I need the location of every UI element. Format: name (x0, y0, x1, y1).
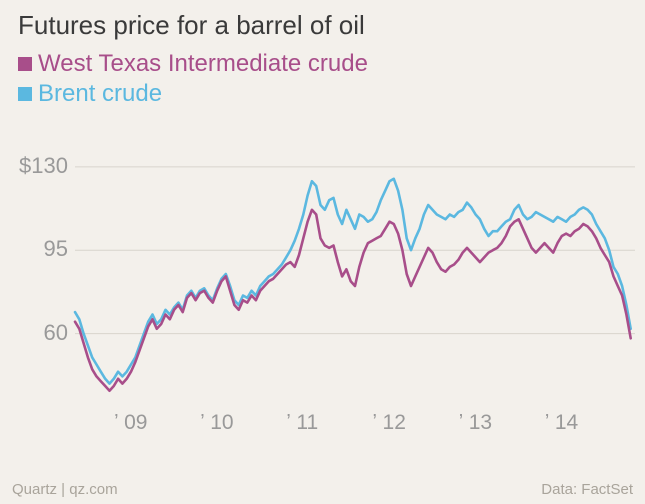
y-tick-label: $130 (8, 153, 68, 179)
legend-swatch-wti (18, 57, 32, 71)
x-tick-mark: ’ (200, 411, 204, 434)
x-tick-mark: ’ (459, 411, 463, 434)
x-tick-mark: ’ (373, 411, 377, 434)
legend-label-brent: Brent crude (38, 80, 162, 108)
x-tick-label: 09 (124, 411, 147, 435)
chart-title: Futures price for a barrel of oil (18, 10, 365, 41)
plot-area: 60 95 $130 ’ 09 ’ 10 ’ 11 ’ 12 ’ 13 ’ 14 (0, 155, 645, 455)
x-tick-mark: ’ (114, 411, 118, 434)
y-tick-label: 60 (8, 320, 68, 346)
x-tick-label: 11 (296, 411, 318, 435)
x-tick-label: 10 (210, 411, 233, 435)
footer-source: Quartz | qz.com (12, 481, 118, 498)
y-tick-label: 95 (8, 236, 68, 262)
x-tick-mark: ’ (286, 411, 290, 434)
x-tick-label: 12 (383, 411, 406, 435)
legend-label-wti: West Texas Intermediate crude (38, 50, 368, 78)
footer-data: Data: FactSet (541, 481, 633, 498)
legend-item-brent: Brent crude (18, 80, 368, 108)
legend: West Texas Intermediate crude Brent crud… (18, 50, 368, 110)
series-line-brent (75, 179, 631, 384)
chart-footer: Quartz | qz.com Data: FactSet (12, 481, 633, 498)
chart-svg (0, 155, 645, 455)
x-tick-label: 14 (555, 411, 578, 435)
x-tick-mark: ’ (545, 411, 549, 434)
chart-container: Futures price for a barrel of oil West T… (0, 0, 645, 504)
x-tick-label: 13 (469, 411, 492, 435)
legend-swatch-brent (18, 87, 32, 101)
series-line-wti (75, 210, 631, 391)
legend-item-wti: West Texas Intermediate crude (18, 50, 368, 78)
